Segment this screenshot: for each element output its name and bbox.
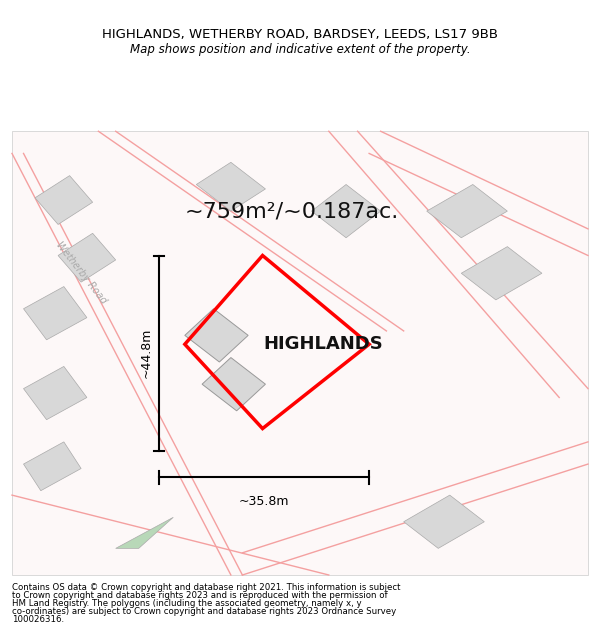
Polygon shape	[185, 309, 248, 362]
Polygon shape	[23, 286, 87, 340]
Polygon shape	[196, 162, 265, 211]
Text: co-ordinates) are subject to Crown copyright and database rights 2023 Ordnance S: co-ordinates) are subject to Crown copyr…	[12, 607, 396, 616]
Polygon shape	[202, 357, 265, 411]
Text: ~35.8m: ~35.8m	[239, 495, 289, 508]
Text: HIGHLANDS, WETHERBY ROAD, BARDSEY, LEEDS, LS17 9BB: HIGHLANDS, WETHERBY ROAD, BARDSEY, LEEDS…	[102, 28, 498, 41]
Polygon shape	[58, 233, 116, 282]
Polygon shape	[35, 176, 92, 224]
Text: to Crown copyright and database rights 2023 and is reproduced with the permissio: to Crown copyright and database rights 2…	[12, 591, 388, 599]
Text: Map shows position and indicative extent of the property.: Map shows position and indicative extent…	[130, 44, 470, 56]
Polygon shape	[116, 518, 173, 548]
Polygon shape	[404, 495, 484, 548]
Text: Contains OS data © Crown copyright and database right 2021. This information is : Contains OS data © Crown copyright and d…	[12, 582, 401, 591]
Text: HM Land Registry. The polygons (including the associated geometry, namely x, y: HM Land Registry. The polygons (includin…	[12, 599, 362, 608]
Polygon shape	[461, 247, 542, 300]
Text: Wetherby Road: Wetherby Road	[54, 241, 109, 306]
Polygon shape	[23, 442, 81, 491]
Bar	[12, 131, 588, 575]
Polygon shape	[427, 184, 508, 238]
Text: ~759m²/~0.187ac.: ~759m²/~0.187ac.	[185, 201, 399, 221]
Polygon shape	[23, 366, 87, 420]
Text: ~44.8m: ~44.8m	[139, 328, 152, 378]
Polygon shape	[311, 184, 380, 238]
Text: 100026316.: 100026316.	[12, 615, 64, 624]
Text: HIGHLANDS: HIGHLANDS	[263, 335, 383, 353]
